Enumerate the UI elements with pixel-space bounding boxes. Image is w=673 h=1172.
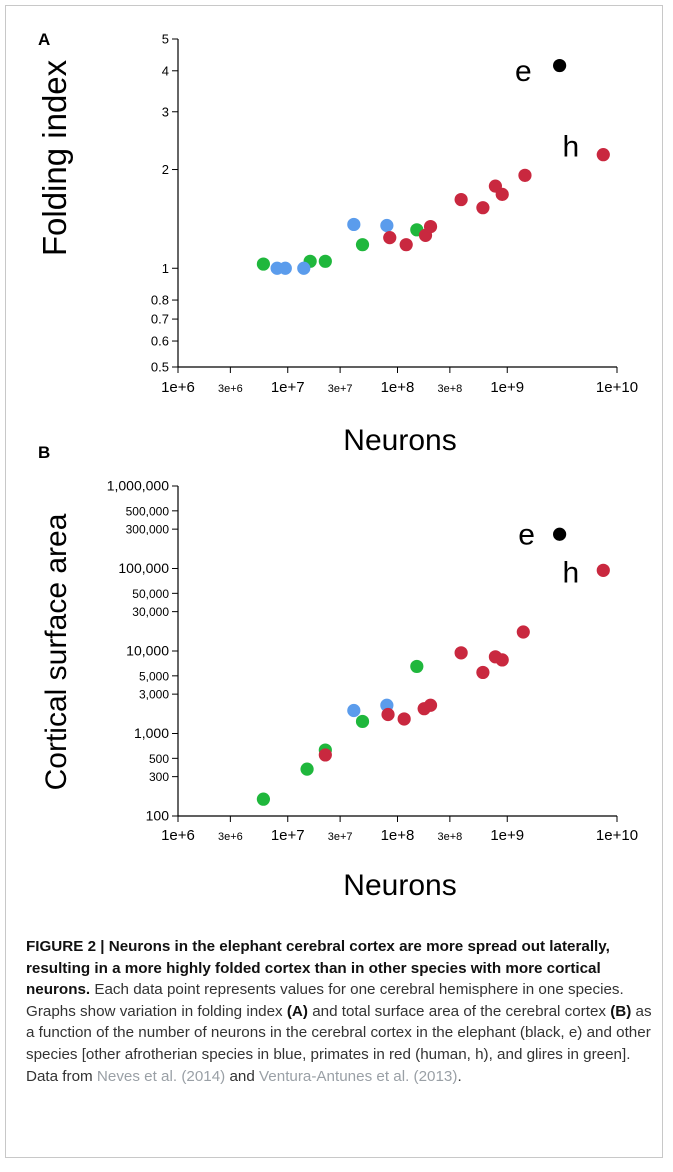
annotation-h: h [563,556,580,589]
y-tick-label: 50,000 [132,587,169,601]
caption-body-2: and total surface area of the cerebral c… [307,1002,611,1020]
y-tick-label: 5 [162,32,169,47]
x-tick-label: 3e+6 [218,383,243,395]
data-point-afrotherian [278,261,292,275]
data-point-primates [476,201,490,215]
caption-citation-neves[interactable]: Neves et al. (2014) [96,1067,226,1085]
data-point-glires [318,254,332,268]
x-tick-label: 1e+9 [490,379,524,396]
y-tick-label: 3,000 [139,688,169,702]
y-tick-label: 5,000 [139,669,169,683]
y-tick-label: 1 [162,261,169,276]
caption-title: FIGURE 2 | Neurons in the elephant cereb… [26,938,610,999]
y-tick-label: 10,000 [126,643,169,659]
y-tick-label: 0.5 [151,360,169,375]
y-tick-label: 0.6 [151,334,169,349]
data-point-glires [410,659,424,674]
figure-caption: FIGURE 2 | Neurons in the elephant cereb… [26,936,656,1087]
data-point-elephant [553,527,567,541]
caption-body-1: Each data point represents values for on… [26,981,624,1020]
chart-b: 1e+6 3e+6 1e+7 3e+7 1e+8 3e+8 1e+9 1e+10 100 300 5… [40,478,638,903]
y-tick-label: 3 [162,104,169,119]
data-point-afrotherian [297,261,311,275]
figure-frame [5,5,663,1158]
data-point-glires [355,238,370,252]
data-point-glires [256,792,271,806]
annotation-e: e [515,55,532,88]
x-tick-label: 1e+6 [161,379,195,396]
x-tick-label: 3e+8 [437,831,462,843]
x-tick-label: 1e+8 [381,827,415,844]
data-point-primates [454,646,468,660]
x-tick-label: 1e+8 [381,379,415,396]
y-axis-label: Cortical surface area [40,513,73,790]
caption-ref-b: (B) [610,1002,632,1020]
data-point-primates [397,712,411,726]
y-tick-label: 500,000 [126,504,170,518]
data-point-primates [495,187,509,201]
caption-body-3: as a function of the number of neurons i… [26,1002,652,1085]
data-point-primates [454,192,468,207]
data-point-glires [256,257,271,271]
y-tick-label: 300 [149,770,169,784]
y-tick-label: 300,000 [126,523,170,537]
data-point-afrotherian [347,217,361,232]
x-tick-label: 3e+8 [437,383,462,395]
x-tick-label: 1e+9 [490,827,524,844]
data-point-primates [318,748,332,762]
y-tick-label: 1,000 [134,725,169,741]
annotation-h: h [563,131,580,164]
y-tick-label: 500 [149,752,169,766]
y-tick-label: 0.8 [151,293,169,308]
caption-and: and [225,1067,260,1085]
y-tick-label: 100 [146,808,170,824]
x-tick-label: 3e+7 [328,831,353,843]
data-point-afrotherian [380,218,394,233]
annotation-e: e [518,518,535,551]
panel-label-a: A [38,30,51,49]
data-point-elephant [553,58,567,73]
data-point-primates [596,148,610,162]
x-tick-label: 1e+10 [596,379,638,396]
panel-label-b: B [38,443,51,462]
data-point-primates [423,219,438,234]
y-tick-label: 100,000 [118,560,169,576]
y-tick-label: 0.7 [151,312,169,327]
data-point-primates [596,563,610,577]
x-tick-label: 1e+6 [161,827,195,844]
x-tick-label: 1e+10 [596,827,638,844]
data-point-primates [423,698,438,712]
data-point-afrotherian [347,703,361,718]
x-axis-label: Neurons [343,869,456,902]
x-tick-label: 1e+7 [271,379,305,396]
caption-citation-ventura[interactable]: Ventura-Antunes et al. (2013) [259,1067,458,1085]
caption-ref-a: (A) [286,1002,308,1020]
y-axis-label: Folding index [36,59,73,256]
y-tick-label: 1,000,000 [107,478,169,494]
x-axis-label: Neurons [343,424,456,457]
caption-end: . [457,1067,462,1085]
data-point-primates [516,625,530,639]
y-tick-label: 30,000 [132,605,169,619]
x-tick-label: 1e+7 [271,827,305,844]
data-point-glires [355,714,370,729]
data-point-primates [383,231,397,245]
x-tick-label: 3e+7 [328,383,353,395]
y-tick-label: 2 [162,162,169,177]
data-point-primates [495,653,509,667]
data-point-primates [476,665,490,680]
chart-a: 1e+6 3e+6 1e+7 3e+7 1e+8 3e+8 1e+9 1e+10 0.5 0.6 0… [36,32,638,458]
data-point-glires [300,762,314,776]
data-point-primates [399,238,413,252]
data-point-primates [381,707,395,722]
x-tick-label: 3e+6 [218,831,243,843]
data-point-primates [518,168,532,182]
y-tick-label: 4 [162,63,169,78]
